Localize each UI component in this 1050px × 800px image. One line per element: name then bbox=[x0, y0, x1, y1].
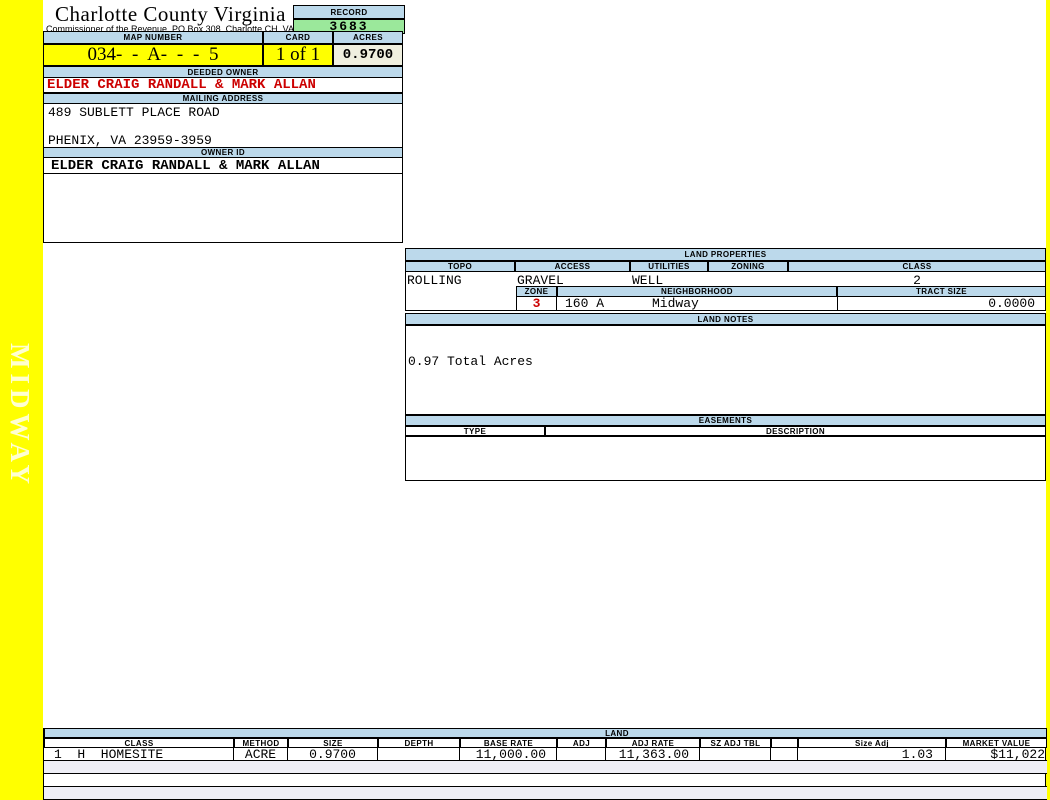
land-row-class: 1 H HOMESITE bbox=[44, 748, 234, 761]
zoning-value bbox=[710, 273, 786, 287]
easement-type-label: TYPE bbox=[405, 426, 545, 436]
utilities-value: WELL bbox=[632, 273, 664, 287]
card-label: CARD bbox=[263, 31, 333, 44]
address-line1: 489 SUBLETT PLACE ROAD bbox=[48, 105, 220, 120]
utilities-label: UTILITIES bbox=[630, 261, 708, 272]
empty-row bbox=[44, 787, 1047, 800]
land-section: LAND CLASS METHOD SIZE DEPTH BASE RATE A… bbox=[43, 728, 1047, 800]
tract-size-label: TRACT SIZE bbox=[837, 286, 1046, 297]
land-properties-title: LAND PROPERTIES bbox=[405, 248, 1046, 261]
address-line2: PHENIX, VA 23959-3959 bbox=[48, 133, 212, 148]
class-value: 2 bbox=[913, 273, 921, 287]
land-col-adj-rate: ADJ RATE bbox=[606, 738, 700, 748]
easements-title: EASEMENTS bbox=[405, 415, 1046, 426]
owner-id-label: OWNER ID bbox=[43, 147, 403, 158]
zoning-label: ZONING bbox=[708, 261, 788, 272]
land-col-depth: DEPTH bbox=[378, 738, 460, 748]
land-section-bar: LAND bbox=[44, 728, 1047, 738]
land-row-adj bbox=[557, 748, 606, 761]
neighborhood-label: NEIGHBORHOOD bbox=[557, 286, 837, 297]
land-col-size: SIZE bbox=[288, 738, 378, 748]
land-row-depth bbox=[378, 748, 460, 761]
tract-size-value: 0.0000 bbox=[837, 297, 1046, 311]
access-label: ACCESS bbox=[515, 261, 630, 272]
land-row-size-adj: 1.03 bbox=[798, 748, 946, 761]
commissioner-line: Commissioner of the Revenue, PO Box 308,… bbox=[46, 24, 294, 34]
card-value: 1 of 1 bbox=[263, 44, 333, 66]
land-section-title: LAND bbox=[605, 728, 629, 738]
empty-row bbox=[44, 761, 1047, 774]
land-col-base-rate: BASE RATE bbox=[460, 738, 557, 748]
land-col-spacer bbox=[771, 738, 798, 748]
land-row-spacer bbox=[771, 748, 798, 761]
neighborhood-code: 160 A bbox=[565, 297, 605, 311]
neighborhood-cell: 160 A Midway bbox=[557, 297, 837, 311]
land-row-adj-rate: 11,363.00 bbox=[606, 748, 700, 761]
land-col-size-adj: Size Adj bbox=[798, 738, 946, 748]
acres-value: 0.9700 bbox=[333, 44, 403, 66]
owner-card: Charlotte County Virginia Commissioner o… bbox=[43, 0, 405, 243]
zone-value: 3 bbox=[516, 297, 557, 311]
land-col-adj: ADJ bbox=[557, 738, 606, 748]
watermark-midway: MIDWAY bbox=[5, 343, 35, 490]
land-row-sz-adj-tbl bbox=[700, 748, 771, 761]
land-col-method: METHOD bbox=[234, 738, 288, 748]
land-col-market-value: MARKET VALUE bbox=[946, 738, 1047, 748]
land-notes-title: LAND NOTES bbox=[405, 313, 1046, 325]
class-label: CLASS bbox=[788, 261, 1046, 272]
topo-value: ROLLING bbox=[407, 273, 462, 287]
land-row-base-rate: 11,000.00 bbox=[460, 748, 557, 761]
easement-description-label: DESCRIPTION bbox=[545, 426, 1046, 436]
mailing-address-label: MAILING ADDRESS bbox=[43, 93, 403, 104]
empty-row bbox=[44, 774, 1047, 787]
land-row-size: 0.9700 bbox=[288, 748, 378, 761]
record-label: RECORD bbox=[293, 5, 405, 19]
land-notes-area: 0.97 Total Acres bbox=[405, 325, 1046, 415]
map-number-value: 034- - A- - - 5 bbox=[43, 44, 263, 66]
acres-label: ACRES bbox=[333, 31, 403, 44]
main-canvas bbox=[43, 0, 1046, 797]
owner-id-value: ELDER CRAIG RANDALL & MARK ALLAN bbox=[43, 158, 403, 174]
county-title: Charlotte County Virginia bbox=[55, 2, 286, 26]
land-empty-rows bbox=[44, 761, 1047, 800]
land-row: 1 H HOMESITE ACRE 0.9700 11,000.00 11,36… bbox=[44, 748, 1047, 761]
map-number-label: MAP NUMBER bbox=[43, 31, 263, 44]
land-row-method: ACRE bbox=[234, 748, 288, 761]
land-col-sz-adj-tbl: SZ ADJ TBL bbox=[700, 738, 771, 748]
access-value: GRAVEL bbox=[517, 273, 564, 287]
zone-label: ZONE bbox=[516, 286, 557, 297]
neighborhood-name: Midway bbox=[652, 297, 699, 311]
deeded-owner-value: ELDER CRAIG RANDALL & MARK ALLAN bbox=[43, 78, 403, 93]
easements-area bbox=[405, 436, 1046, 481]
land-col-class: CLASS bbox=[44, 738, 234, 748]
deeded-owner-label: DEEDED OWNER bbox=[43, 66, 403, 78]
topo-label: TOPO bbox=[405, 261, 515, 272]
land-row-market-value: $11,022 bbox=[946, 748, 1047, 761]
land-properties-card: LAND PROPERTIES TOPO ACCESS UTILITIES ZO… bbox=[405, 248, 1046, 481]
land-note-text: 0.97 Total Acres bbox=[408, 354, 533, 369]
